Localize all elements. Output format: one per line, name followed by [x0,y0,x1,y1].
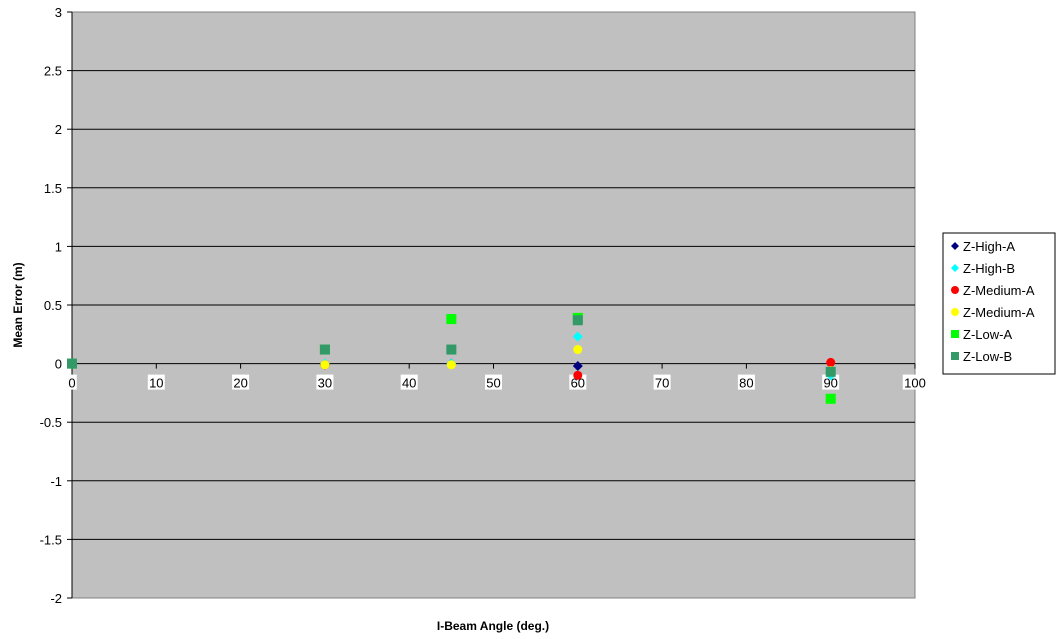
x-tick-label-bg [147,374,165,390]
y-tick-label: 0 [55,357,62,372]
x-tick-label: 60 [571,376,585,391]
x-tick-label: 30 [318,376,332,391]
gridlines [72,70,915,540]
x-tick-label-bg [653,374,671,390]
x-tick-label-bg [316,374,334,390]
legend: Z-High-A Z-High-B Z-Medium-A Z-Medium-A Z-Lo… [942,232,1056,375]
x-tick-label: 70 [655,376,669,391]
x-tick-label: 100 [904,376,926,391]
legend-label: Z-Medium-A [963,283,1035,298]
data-point [826,357,836,367]
x-tick-label: 20 [233,376,247,391]
data-point [320,360,330,370]
x-tick-label-bg [485,374,502,390]
x-tick-label-bg [232,374,250,390]
y-tick-label: 1.5 [44,181,62,196]
x-tick-label: 80 [739,376,753,391]
legend-marker [951,242,959,250]
x-axis-ticks: 0 10 20 30 40 50 60 70 80 90 100 [67,363,928,391]
y-tick-label: 2 [55,122,62,137]
x-tick-label: 0 [68,376,75,391]
legend-label: Z-Low-B [963,349,1012,364]
x-tick-label-bg [737,374,755,390]
data-point [572,331,583,342]
y-tick-label: -1 [50,474,62,489]
data-point [572,360,583,371]
legend-label: Z-Medium-A [963,305,1035,320]
data-point [67,358,77,369]
y-axis-title: Mean Error (m) [11,262,25,347]
legend-label: Z-High-A [963,239,1015,254]
x-tick-label: 10 [149,376,163,391]
x-tick-label: 40 [402,376,416,391]
legend-marker [951,308,959,316]
legend-label: Z-Low-A [963,327,1012,342]
legend-box [942,232,1056,375]
data-points [67,312,836,404]
legend-marker [951,352,959,360]
x-tick-label-bg [400,374,418,390]
data-point [446,360,456,370]
legend-item: Z-High-A [951,239,1015,254]
data-point [446,314,457,325]
data-point [825,393,836,404]
legend-marker [951,264,959,272]
data-point [573,370,583,380]
x-tick-label-bg [822,374,840,390]
x-axis-title: I-Beam Angle (deg.) [437,619,549,633]
data-point [319,344,330,355]
x-tick-label-bg [569,374,587,390]
y-tick-label: 3 [55,5,62,20]
data-point [573,345,583,355]
data-point [825,366,836,377]
legend-item: Z-Low-B [951,349,1012,364]
x-tick-label: 90 [823,376,837,391]
data-point [572,315,583,326]
legend-item: Z-Low-A [951,327,1012,342]
x-tick-label-bg [67,374,77,390]
data-point [446,344,457,355]
y-tick-label: 2.5 [44,64,62,79]
series-6 [67,315,836,377]
y-tick-label: 0.5 [44,298,62,313]
legend-item: Z-High-B [951,261,1015,276]
y-tick-label: 1 [55,239,62,254]
legend-label: Z-High-B [963,261,1015,276]
y-tick-label: -0.5 [40,415,62,430]
y-axis-ticks: 3 2.5 2 1.5 1 0.5 0 -0.5 -1 -1.5 -2 [40,5,72,606]
x-tick-label-bg [902,374,928,390]
y-tick-label: -1.5 [40,532,62,547]
y-tick-label: -2 [50,591,62,606]
legend-item: Z-Medium-A [951,305,1035,320]
legend-marker [951,286,959,294]
x-tick-label: 50 [486,376,500,391]
legend-marker [951,330,959,338]
legend-item: Z-Medium-A [951,283,1035,298]
